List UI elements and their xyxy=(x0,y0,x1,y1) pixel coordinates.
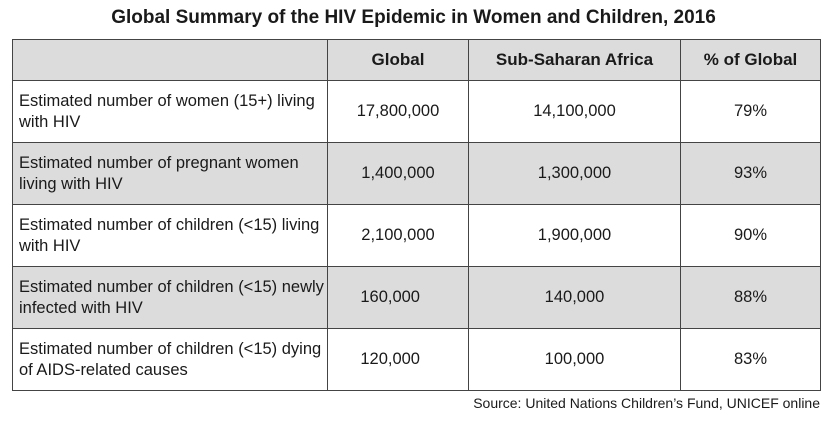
table-row: Estimated number of children (<15) livin… xyxy=(12,204,821,267)
cell-global: 160,000 xyxy=(327,266,469,329)
cell-global: 1,400,000 xyxy=(327,142,469,205)
cell-sub-saharan-africa: 140,000 xyxy=(468,266,681,329)
column-header-blank xyxy=(12,39,328,81)
source-note: Source: United Nations Children’s Fund, … xyxy=(473,395,820,411)
column-header-percent-of-global: % of Global xyxy=(680,39,821,81)
cell-percent-of-global: 90% xyxy=(680,204,821,267)
cell-percent-of-global: 93% xyxy=(680,142,821,205)
table-title: Global Summary of the HIV Epidemic in Wo… xyxy=(111,7,716,28)
row-label: Estimated number of pregnant women livin… xyxy=(12,142,328,205)
cell-global: 17,800,000 xyxy=(327,80,469,143)
column-header-global: Global xyxy=(327,39,469,81)
table-row: Estimated number of children (<15) dying… xyxy=(12,328,821,391)
summary-table: Global Sub-Saharan Africa % of Global Es… xyxy=(12,39,821,391)
cell-percent-of-global: 88% xyxy=(680,266,821,329)
cell-percent-of-global: 79% xyxy=(680,80,821,143)
row-label: Estimated number of children (<15) newly… xyxy=(12,266,328,329)
cell-sub-saharan-africa: 1,300,000 xyxy=(468,142,681,205)
cell-percent-of-global: 83% xyxy=(680,328,821,391)
table-row: Estimated number of women (15+) living w… xyxy=(12,80,821,143)
cell-global: 2,100,000 xyxy=(327,204,469,267)
row-label: Estimated number of children (<15) livin… xyxy=(12,204,328,267)
column-header-sub-saharan-africa: Sub-Saharan Africa xyxy=(468,39,681,81)
cell-sub-saharan-africa: 100,000 xyxy=(468,328,681,391)
cell-sub-saharan-africa: 1,900,000 xyxy=(468,204,681,267)
header-row: Global Sub-Saharan Africa % of Global xyxy=(12,39,821,81)
cell-sub-saharan-africa: 14,100,000 xyxy=(468,80,681,143)
row-label: Estimated number of children (<15) dying… xyxy=(12,328,328,391)
table-row: Estimated number of pregnant women livin… xyxy=(12,142,821,205)
table-row: Estimated number of children (<15) newly… xyxy=(12,266,821,329)
row-label: Estimated number of women (15+) living w… xyxy=(12,80,328,143)
cell-global: 120,000 xyxy=(327,328,469,391)
